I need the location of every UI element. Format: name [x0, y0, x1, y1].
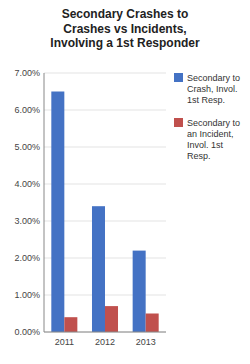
- grid: [44, 73, 166, 332]
- y-tick-label: 4.00%: [14, 179, 40, 189]
- y-tick-label: 0.00%: [14, 327, 40, 337]
- title: Secondary Crashes toCrashes vs Incidents…: [50, 7, 200, 50]
- y-tick-label: 5.00%: [14, 142, 40, 152]
- legend-swatch: [174, 118, 183, 127]
- bar: [64, 317, 77, 332]
- grid-line: [44, 332, 166, 333]
- x-tick-label: 2011: [55, 337, 74, 347]
- legend: Secondary toCrash, Invol.1st Resp. Second…: [174, 73, 240, 161]
- y-tick-label: 1.00%: [14, 290, 40, 300]
- x-tick-label: 2013: [136, 337, 156, 347]
- x-tick-label: 2012: [95, 337, 115, 347]
- chart: Secondary Crashes toCrashes vs Incidents…: [0, 0, 250, 364]
- y-tick-label: 6.00%: [14, 105, 40, 115]
- bar: [133, 251, 146, 332]
- y-axis: 0.00% 1.00% 2.00% 3.00% 4.00% 5.00% 6.00% 7.00%: [14, 68, 44, 337]
- x-axis: 2011 2012 2013: [44, 332, 166, 347]
- y-tick-label: 3.00%: [14, 216, 40, 226]
- bar: [51, 92, 64, 333]
- y-axis-line: [44, 73, 45, 332]
- legend-label: Secondary toCrash, Invol.1st Resp.: [187, 73, 240, 105]
- grid-line: [44, 73, 166, 74]
- bar: [146, 314, 159, 333]
- bar: [105, 306, 118, 332]
- bars: [51, 92, 158, 333]
- x-axis-line: [44, 332, 166, 333]
- bar: [92, 206, 105, 332]
- legend-label: Secondary toan Incident,Invol. 1stResp.: [187, 118, 240, 161]
- y-tick-label: 7.00%: [14, 68, 40, 78]
- y-tick-label: 2.00%: [14, 253, 40, 263]
- legend-swatch: [174, 73, 183, 82]
